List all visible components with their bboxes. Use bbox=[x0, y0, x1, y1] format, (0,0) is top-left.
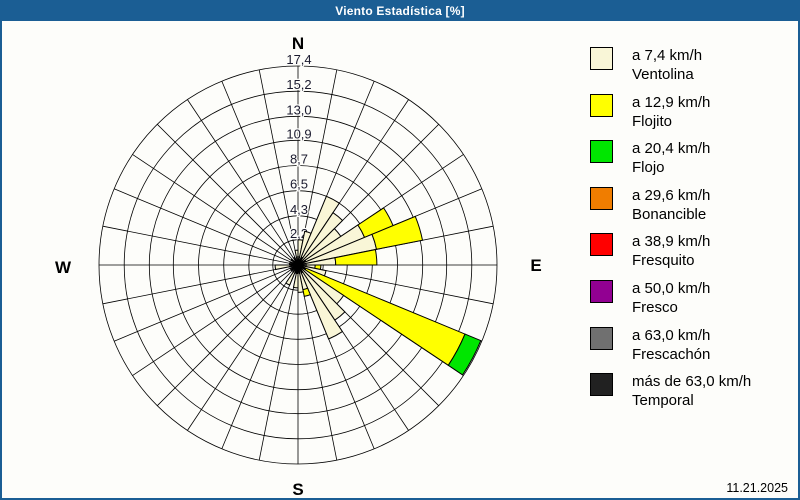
compass-label-south: S bbox=[292, 480, 303, 499]
center-spike bbox=[293, 256, 299, 266]
legend-speed-label: a 29,6 km/h bbox=[632, 186, 711, 204]
legend-name-label: Flojo bbox=[632, 159, 665, 177]
legend-swatch-frescachon bbox=[590, 326, 613, 350]
grid-spoke bbox=[132, 154, 299, 266]
petal-segment-flojito-73.1 bbox=[371, 215, 424, 250]
legend-speed-label: a 12,9 km/h bbox=[632, 93, 711, 111]
radial-axis-label: 4,3 bbox=[290, 202, 308, 217]
legend-text: a 20,4 km/h Flojo bbox=[632, 139, 710, 177]
radial-axis-label: 13,0 bbox=[286, 102, 311, 117]
grid-spoke bbox=[187, 99, 299, 266]
legend-name-label: Frescachón bbox=[632, 345, 711, 363]
legend-text: a 38,9 km/h Fresquito bbox=[632, 232, 710, 270]
radial-axis-label: 15,2 bbox=[286, 77, 311, 92]
legend-name-label: Bonancible bbox=[632, 205, 707, 223]
legend-swatch-ventolina bbox=[590, 47, 613, 70]
legend-item-temporal: más de 63,0 km/h Temporal bbox=[590, 372, 751, 410]
grid-spoke bbox=[258, 69, 299, 266]
grid-spoke bbox=[113, 264, 299, 342]
legend-item-flojo: a 20,4 km/h Flojo bbox=[590, 139, 710, 177]
legend-swatch-fresquito bbox=[590, 233, 613, 257]
petal-segment-ventolina-28.1 bbox=[297, 195, 340, 266]
window-title: Viento Estadística [%] bbox=[335, 4, 465, 18]
grid-spoke bbox=[102, 264, 299, 305]
grid-spoke bbox=[132, 264, 299, 376]
legend-name-label: Fresco bbox=[632, 299, 678, 316]
legend-speed-label: a 50,0 km/h bbox=[632, 280, 711, 297]
legend-swatch-flojo bbox=[590, 140, 613, 164]
grid-spoke bbox=[258, 264, 299, 461]
grid-spoke bbox=[102, 225, 299, 266]
legend-text: a 63,0 km/h Frescachón bbox=[632, 326, 710, 364]
compass-label-east: E bbox=[530, 256, 541, 275]
grid-spoke bbox=[221, 264, 299, 450]
grid-spoke bbox=[157, 124, 299, 266]
legend-item-frescachón: a 63,0 km/h Frescachón bbox=[590, 326, 710, 364]
radial-axis-labels: 2,24,36,58,710,913,015,217,4 bbox=[285, 51, 313, 242]
petal-segment-ventolina-151.9 bbox=[297, 264, 344, 340]
legend-text: a 7,4 km/h Ventolina bbox=[632, 46, 702, 84]
legend-speed-label: a 20,4 km/h bbox=[632, 140, 711, 158]
petal-segment-flojito-84.4 bbox=[334, 249, 378, 266]
window-title-bar: Viento Estadística [%] bbox=[2, 2, 798, 21]
petal-segment-flojito-163.1 bbox=[302, 287, 311, 297]
legend-name-label: Fresquito bbox=[632, 252, 695, 270]
grid-spoke bbox=[297, 264, 494, 305]
compass-label-north: N bbox=[292, 34, 304, 53]
legend-speed-label: a 63,0 km/h bbox=[632, 326, 711, 344]
rose-center bbox=[288, 256, 307, 275]
petal-segment-ventolina-39.4 bbox=[297, 212, 344, 266]
legend-swatch-flojito bbox=[590, 93, 613, 117]
legend-name-label: Flojito bbox=[632, 112, 673, 130]
grid-spoke bbox=[187, 264, 299, 431]
legend-item-bonancible: a 29,6 km/h Bonancible bbox=[590, 186, 710, 224]
grid-spoke bbox=[157, 264, 299, 406]
grid-spoke bbox=[297, 264, 338, 461]
petal-segment-flojo-118.1 bbox=[447, 333, 482, 376]
legend-text: más de 63,0 km/h Temporal bbox=[632, 372, 751, 410]
radial-axis-label: 17,4 bbox=[286, 52, 311, 67]
legend-swatch-bonancible bbox=[590, 186, 613, 210]
legend-speed-label: más de 63,0 km/h bbox=[632, 373, 752, 391]
legend-speed-label: a 38,9 km/h bbox=[632, 233, 711, 251]
compass-label-west: W bbox=[55, 258, 72, 277]
legend-swatch-fresco bbox=[590, 280, 613, 303]
date-stamp: 11.21.2025 bbox=[726, 481, 788, 495]
radial-axis-label: 6,5 bbox=[290, 177, 308, 192]
wind-rose-petals bbox=[274, 195, 482, 376]
legend-item-fresquito: a 38,9 km/h Fresquito bbox=[590, 232, 710, 270]
legend-swatch-temporal bbox=[590, 373, 613, 397]
legend-name-label: Ventolina bbox=[632, 66, 694, 83]
legend-text: a 29,6 km/h Bonancible bbox=[632, 186, 710, 224]
grid-spoke bbox=[113, 188, 299, 266]
legend-speed-label: a 7,4 km/h bbox=[632, 47, 703, 64]
legend-item-fresco: a 50,0 km/h Fresco bbox=[590, 279, 710, 317]
legend-name-label: Temporal bbox=[632, 392, 694, 410]
radial-axis-label: 8,7 bbox=[290, 152, 308, 167]
legend-text: a 12,9 km/h Flojito bbox=[632, 93, 710, 131]
legend-text: a 50,0 km/h Fresco bbox=[632, 279, 710, 317]
legend-item-ventolina: a 7,4 km/h Ventolina bbox=[590, 46, 702, 84]
radial-axis-label: 10,9 bbox=[286, 126, 311, 141]
legend-item-flojito: a 12,9 km/h Flojito bbox=[590, 93, 710, 131]
grid-spoke bbox=[221, 80, 299, 266]
